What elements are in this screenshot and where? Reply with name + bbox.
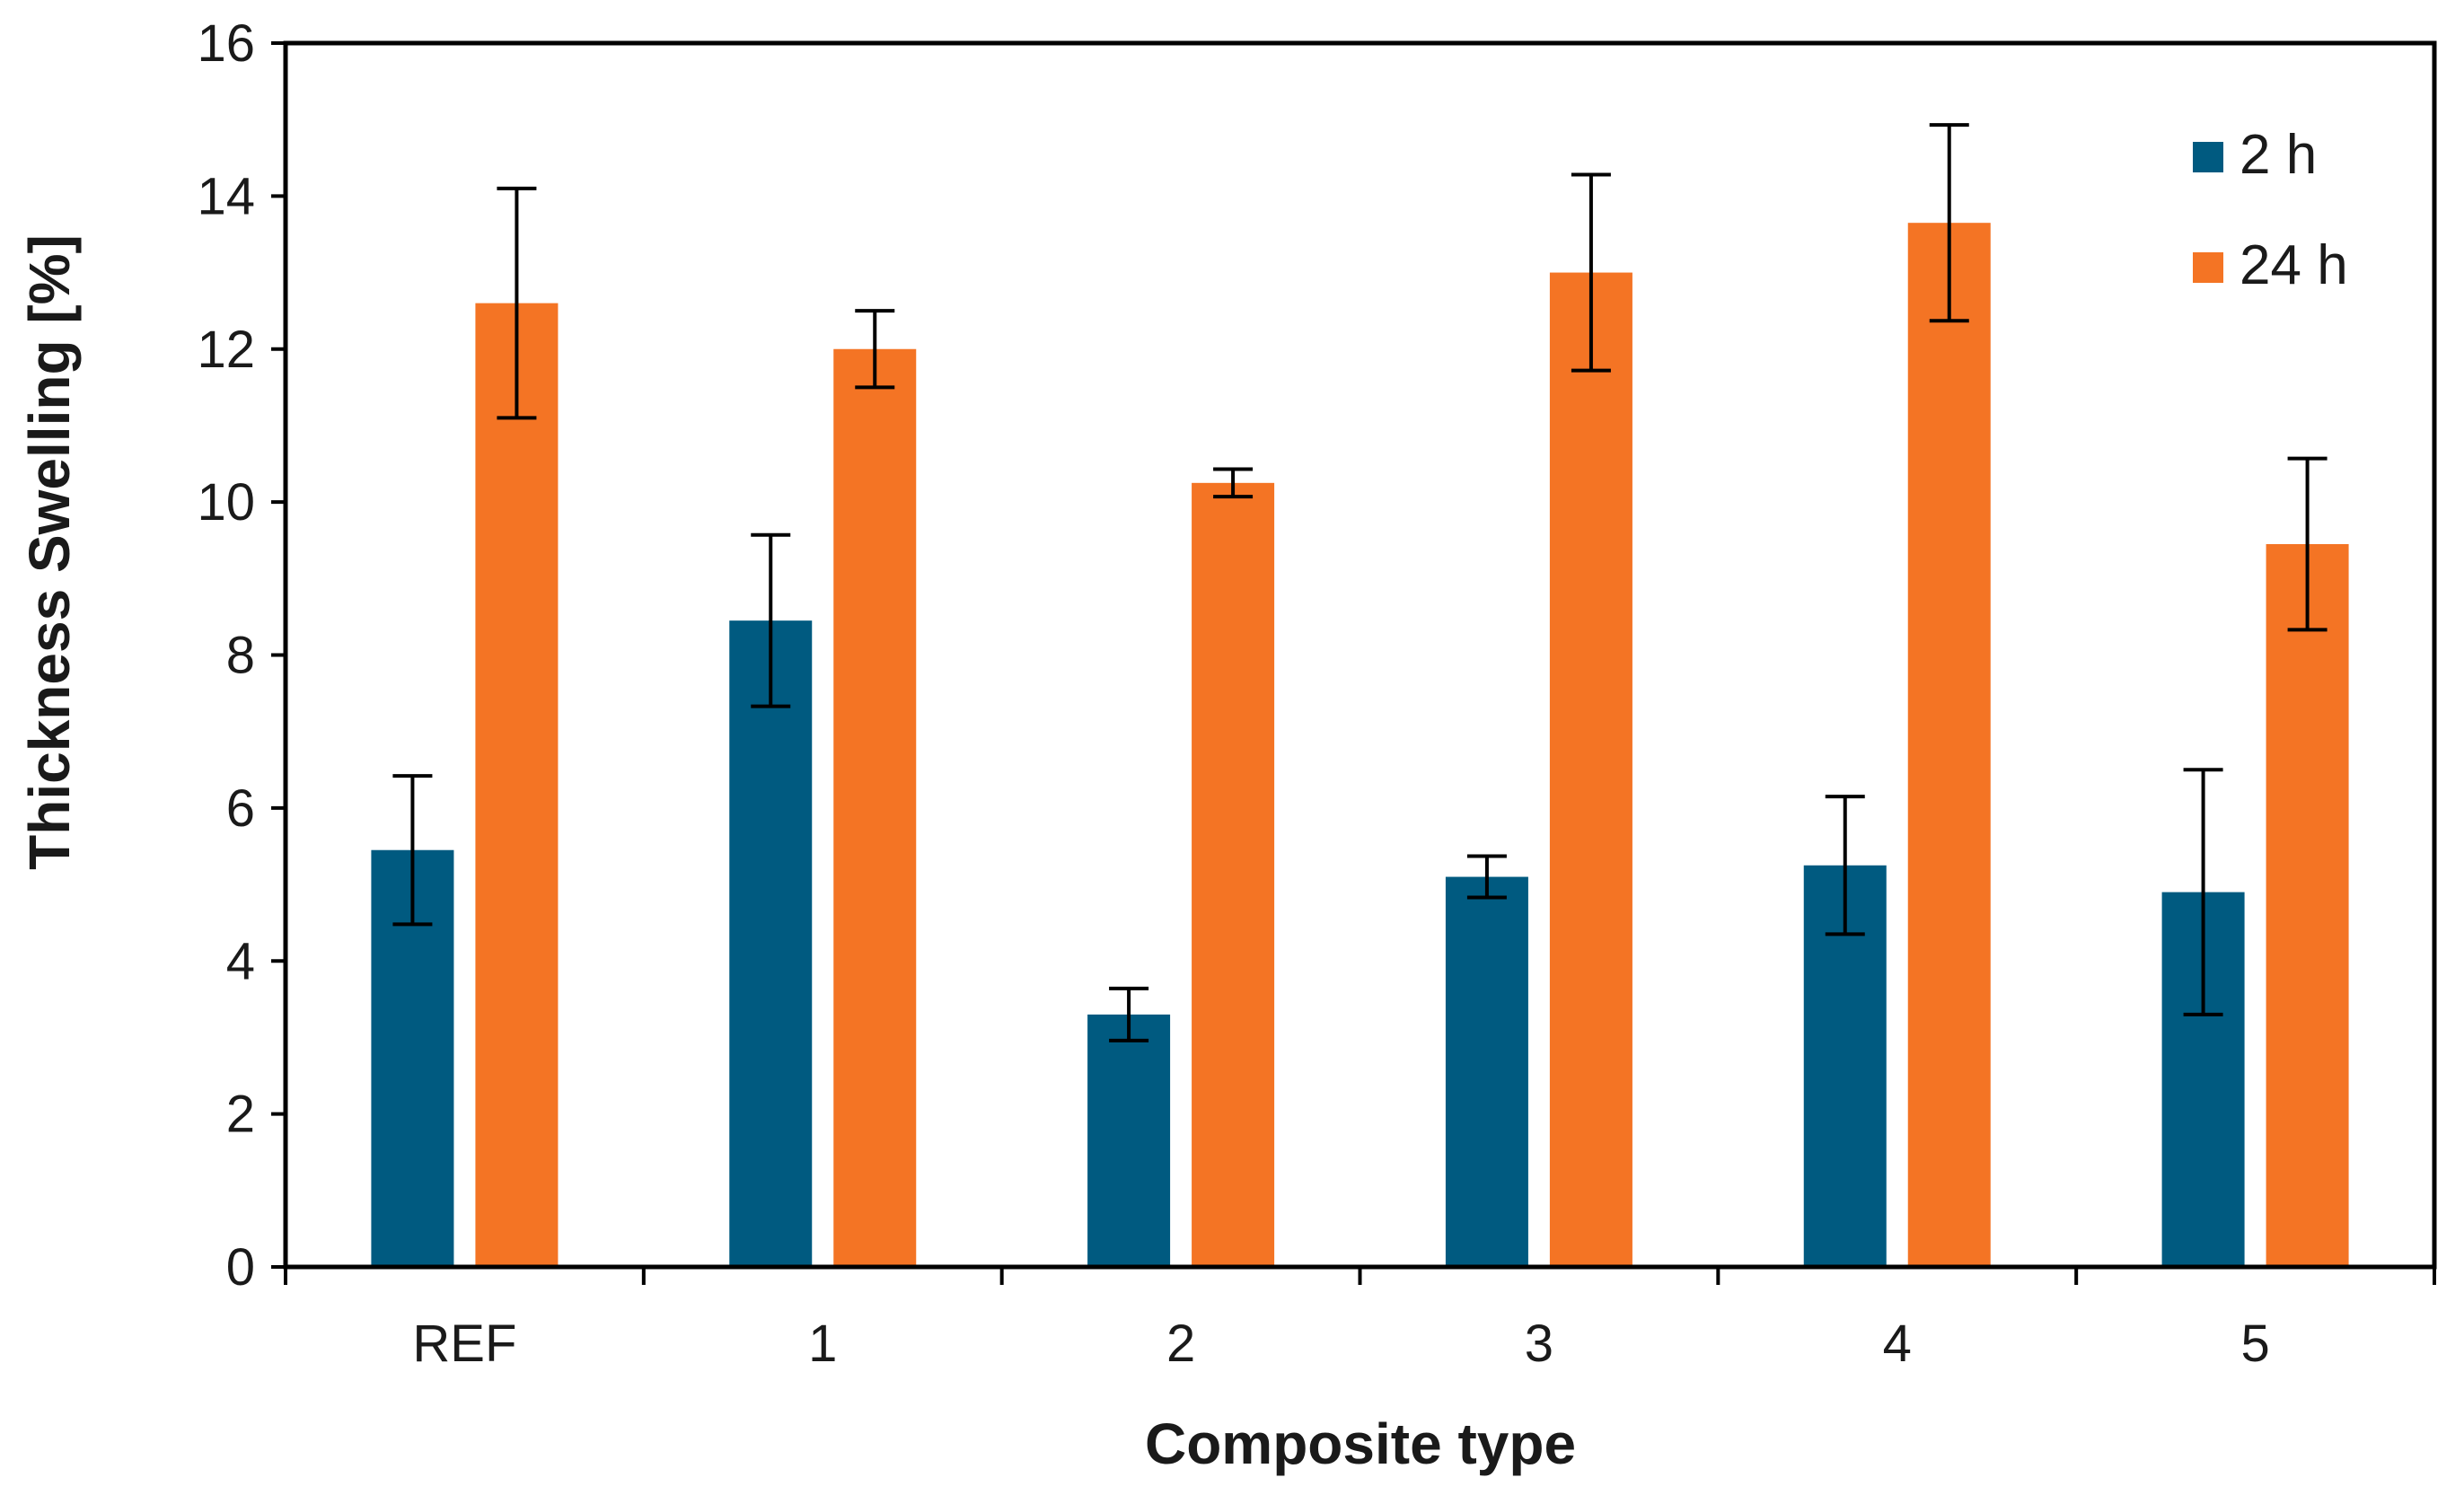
y-tick-label: 14 xyxy=(197,167,255,225)
x-axis: REF 1 2 3 4 5 xyxy=(284,1267,2436,1373)
y-tick-label: 6 xyxy=(226,779,255,838)
y-axis-title: Thickness Swelling [%] xyxy=(17,234,82,870)
legend-label-24h: 24 h xyxy=(2240,234,2348,296)
y-tick-label: 8 xyxy=(226,627,255,685)
legend-swatch-24h xyxy=(2193,252,2223,283)
y-tick-label: 12 xyxy=(197,321,255,379)
legend-label-2h: 2 h xyxy=(2240,124,2317,186)
bar-24h-5 xyxy=(2266,543,2349,1267)
y-tick-label: 10 xyxy=(197,473,255,532)
bar-24h-4 xyxy=(1907,223,1991,1267)
bar-2h-1 xyxy=(729,620,813,1267)
bar-24h-2 xyxy=(1192,482,1275,1267)
y-tick-label: 2 xyxy=(226,1086,255,1144)
x-tick-label: 5 xyxy=(2240,1315,2269,1373)
bar-2h-3 xyxy=(1445,876,1528,1267)
bars xyxy=(371,223,2349,1268)
y-tick-label: 0 xyxy=(226,1238,255,1297)
bar-2h-2 xyxy=(1087,1014,1171,1267)
error-bars xyxy=(392,123,2328,1042)
bar-24h-REF xyxy=(475,303,559,1268)
x-tick-label: 4 xyxy=(1883,1315,1912,1373)
legend: 2 h 24 h xyxy=(2193,124,2348,296)
x-tick-label: REF xyxy=(412,1315,516,1373)
bar-24h-1 xyxy=(833,348,917,1267)
plot-frame xyxy=(283,40,2437,1270)
x-tick-label: 1 xyxy=(808,1315,837,1373)
plot-border xyxy=(283,40,2437,1270)
bar-24h-3 xyxy=(1549,272,1632,1267)
x-tick-label: 2 xyxy=(1166,1315,1195,1373)
x-axis-title: Composite type xyxy=(1145,1411,1576,1476)
y-axis: 0 2 4 6 8 10 12 14 16 xyxy=(197,14,286,1297)
y-tick-label: 16 xyxy=(197,14,255,73)
x-tick-label: 3 xyxy=(1525,1315,1553,1373)
y-tick-label: 4 xyxy=(226,932,255,990)
legend-swatch-2h xyxy=(2193,142,2223,172)
